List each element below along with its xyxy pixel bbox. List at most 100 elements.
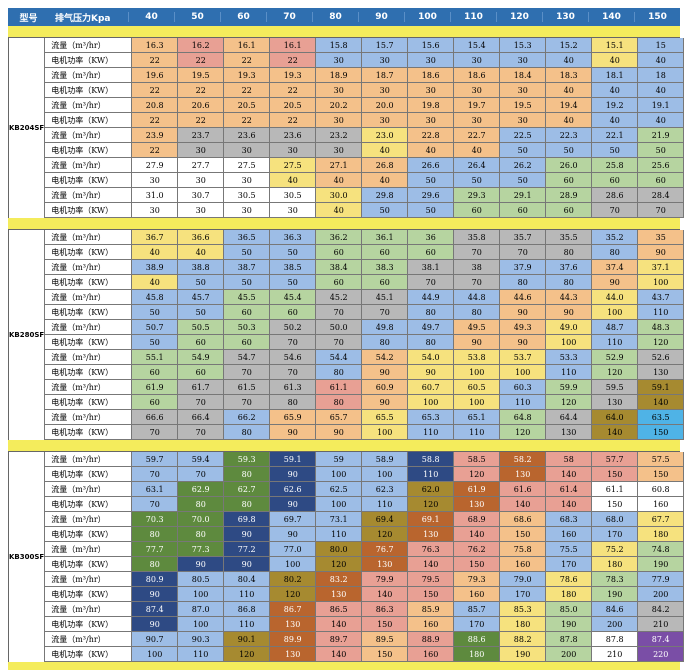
table-cell: 15.1 <box>592 38 639 52</box>
table-cell: 130 <box>270 647 317 661</box>
table-cell: 50.5 <box>178 320 225 334</box>
table-cell: 80 <box>178 497 225 511</box>
table-cell: 77.0 <box>270 542 317 556</box>
table-cell: 40 <box>362 173 409 187</box>
table-cell: 19.2 <box>592 98 639 112</box>
flow-row: 流量（m³/hr） 23.9 23.7 23.6 23.6 23.2 23.0 22.8 22.… <box>44 128 685 143</box>
table-cell: 68.6 <box>500 512 547 526</box>
table-cell: 160 <box>408 647 455 661</box>
flow-row: 流量（m³/hr） 50.7 50.5 50.3 50.2 50.0 49.8 49.7 49.… <box>44 320 685 335</box>
table-cell: 40 <box>546 83 593 97</box>
power-label: 电机功率（KW） <box>44 143 133 157</box>
power-label: 电机功率（KW） <box>44 203 133 217</box>
table-cell: 70 <box>316 335 363 349</box>
table-cell: 90 <box>132 617 179 631</box>
table-cell: 15.7 <box>362 38 409 52</box>
header-pressure-columns: 40 50 60 70 80 90 100 110 120 130 140 150 <box>128 8 680 26</box>
table-cell: 30 <box>132 203 179 217</box>
model-name: KB280SF <box>8 230 44 440</box>
table-cell: 90.1 <box>224 632 271 646</box>
table-cell: 35.5 <box>546 230 593 244</box>
power-row: 电机功率（KW） 50 60 60 70 70 80 80 90 90 100 110 120 <box>44 335 685 350</box>
table-cell: 70 <box>362 305 409 319</box>
table-cell: 40 <box>592 83 639 97</box>
table-cell: 50.3 <box>224 320 271 334</box>
table-cell: 23.6 <box>224 128 271 142</box>
flow-label: 流量（m³/hr） <box>44 512 133 526</box>
table-cell: 70 <box>132 497 179 511</box>
table-cell: 59 <box>316 452 363 466</box>
table-cell: 26.2 <box>500 158 547 172</box>
table-cell: 22 <box>224 83 271 97</box>
table-cell: 69.8 <box>224 512 271 526</box>
table-cell: 90 <box>546 305 593 319</box>
table-cell: 70 <box>500 245 547 259</box>
power-row: 电机功率（KW） 22 22 22 22 30 30 30 30 30 40 40 40 <box>44 83 685 98</box>
table-cell: 40 <box>638 83 685 97</box>
table-cell: 120 <box>500 425 547 439</box>
table-cell: 90.3 <box>178 632 225 646</box>
table-cell: 22 <box>270 83 317 97</box>
table-cell: 90 <box>270 527 317 541</box>
table-cell: 30.0 <box>316 188 363 202</box>
power-row: 电机功率（KW） 22 22 22 22 30 30 30 30 30 40 40 40 <box>44 113 685 128</box>
flow-row: 流量（m³/hr） 61.9 61.7 61.5 61.3 61.1 60.9 60.7 60.… <box>44 380 685 395</box>
table-cell: 150 <box>362 647 409 661</box>
table-cell: 59.5 <box>592 380 639 394</box>
table-cell: 110 <box>362 497 409 511</box>
table-cell: 30 <box>408 53 455 67</box>
table-cell: 85.3 <box>500 602 547 616</box>
table-cell: 68.9 <box>454 512 501 526</box>
table-cell: 20.5 <box>270 98 317 112</box>
table-cell: 53.8 <box>454 350 501 364</box>
power-row: 电机功率（KW） 70 70 80 90 100 100 110 120 130 140 150 150 <box>44 467 685 482</box>
header-model: 型号 <box>19 13 38 24</box>
model-name: KB300SF <box>8 452 44 662</box>
table-cell: 50 <box>362 203 409 217</box>
table-cell: 100 <box>638 275 685 289</box>
table-cell: 38.9 <box>132 260 179 274</box>
table-cell: 27.7 <box>178 158 225 172</box>
table-cell: 100 <box>408 395 455 409</box>
table-cell: 22 <box>178 113 225 127</box>
table-cell: 50 <box>132 305 179 319</box>
table-cell: 150 <box>500 527 547 541</box>
header-pressure-100: 100 <box>404 12 450 22</box>
table-cell: 54.2 <box>362 350 409 364</box>
table-cell: 60.5 <box>454 380 501 394</box>
table-cell: 60 <box>408 245 455 259</box>
power-label: 电机功率（KW） <box>44 173 133 187</box>
header-pressure-70: 70 <box>266 12 312 22</box>
table-cell: 20.8 <box>132 98 179 112</box>
table-cell: 100 <box>178 617 225 631</box>
table-cell: 62.6 <box>270 482 317 496</box>
table-cell: 19.5 <box>500 98 547 112</box>
flow-label: 流量（m³/hr） <box>44 410 133 424</box>
table-cell: 85.0 <box>546 602 593 616</box>
table-cell: 130 <box>546 425 593 439</box>
table-cell: 29.1 <box>500 188 547 202</box>
table-cell: 30 <box>270 143 317 157</box>
table-cell: 22 <box>132 83 179 97</box>
table-cell: 50 <box>408 173 455 187</box>
table-cell: 40 <box>408 143 455 157</box>
table-cell: 70 <box>270 365 317 379</box>
table-cell: 120 <box>224 647 271 661</box>
table-cell: 150 <box>638 425 685 439</box>
table-cell: 130 <box>592 395 639 409</box>
table-cell: 16.3 <box>132 38 179 52</box>
table-cell: 36 <box>408 230 455 244</box>
table-cell: 61.7 <box>178 380 225 394</box>
flow-label: 流量（m³/hr） <box>44 602 133 616</box>
table-cell: 88.2 <box>500 632 547 646</box>
flow-row: 流量（m³/hr） 27.9 27.7 27.5 27.5 27.1 26.8 26.6 26.… <box>44 158 685 173</box>
table-cell: 62.7 <box>224 482 271 496</box>
power-label: 电机功率（KW） <box>44 275 133 289</box>
flow-label: 流量（m³/hr） <box>44 320 133 334</box>
power-row: 电机功率（KW） 30 30 30 30 40 50 50 60 60 60 70 70 <box>44 203 685 218</box>
table-cell: 20.6 <box>178 98 225 112</box>
table-cell: 61.9 <box>132 380 179 394</box>
table-cell: 38.7 <box>224 260 271 274</box>
table-cell: 40 <box>362 143 409 157</box>
table-cell: 140 <box>546 497 593 511</box>
